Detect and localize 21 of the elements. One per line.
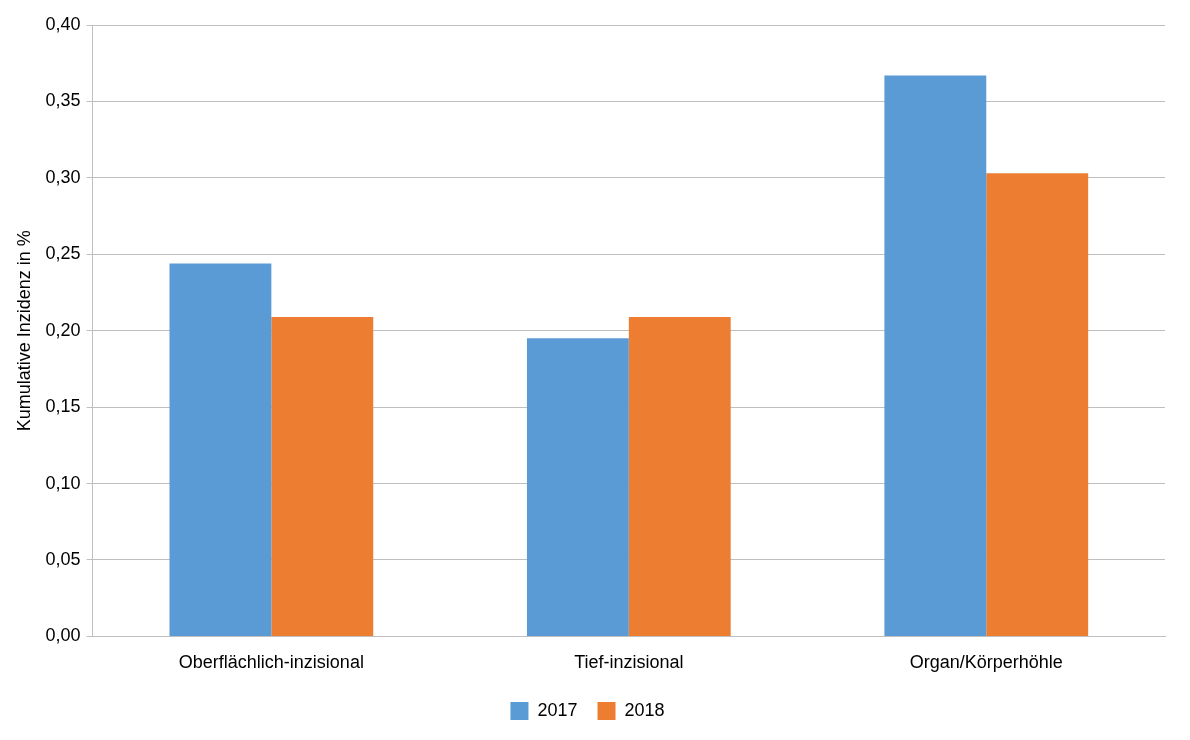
- legend-label: 2017: [537, 699, 578, 720]
- bar: [628, 316, 731, 636]
- bar: [884, 75, 987, 636]
- y-tick-label: 0,25: [45, 243, 81, 264]
- x-tick-label: Oberflächlich-inzisional: [178, 652, 364, 673]
- y-tick-label: 0,40: [45, 13, 81, 34]
- y-axis-title: Kumulative Inzidenz in %: [13, 230, 34, 432]
- x-tick-label: Organ/Körperhöhle: [909, 652, 1063, 673]
- bar: [526, 338, 629, 636]
- legend-label: 2018: [624, 699, 665, 720]
- y-tick-label: 0,20: [45, 319, 81, 340]
- y-tick-label: 0,35: [45, 90, 81, 111]
- y-tick-label: 0,30: [45, 166, 81, 187]
- y-tick-label: 0,05: [45, 548, 81, 569]
- x-tick-label: Tief-inzisional: [574, 652, 684, 673]
- bar: [271, 316, 374, 636]
- bar: [986, 173, 1089, 636]
- y-tick-label: 0,15: [45, 396, 81, 417]
- y-tick-label: 0,10: [45, 472, 81, 493]
- y-tick-label: 0,00: [45, 625, 81, 646]
- bar: [169, 263, 272, 636]
